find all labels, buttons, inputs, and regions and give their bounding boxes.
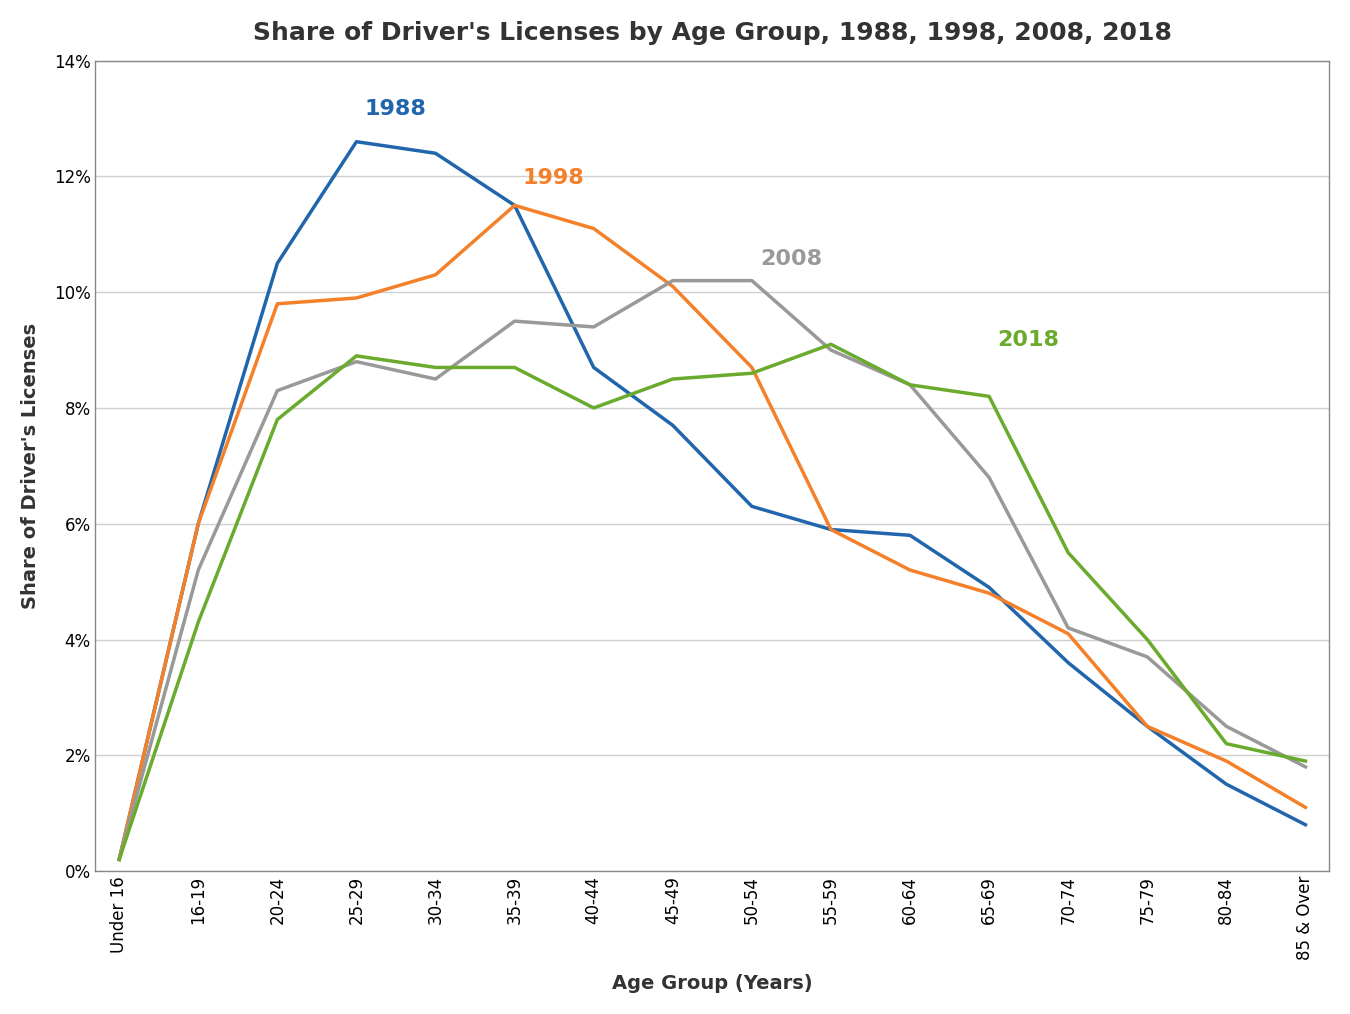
Title: Share of Driver's Licenses by Age Group, 1988, 1998, 2008, 2018: Share of Driver's Licenses by Age Group,… <box>252 21 1172 45</box>
X-axis label: Age Group (Years): Age Group (Years) <box>612 974 813 993</box>
Y-axis label: Share of Driver's Licenses: Share of Driver's Licenses <box>20 322 40 609</box>
Text: 1988: 1988 <box>364 98 427 119</box>
Text: 2018: 2018 <box>998 331 1058 350</box>
Text: 1998: 1998 <box>522 168 585 188</box>
Text: 2008: 2008 <box>760 249 822 269</box>
